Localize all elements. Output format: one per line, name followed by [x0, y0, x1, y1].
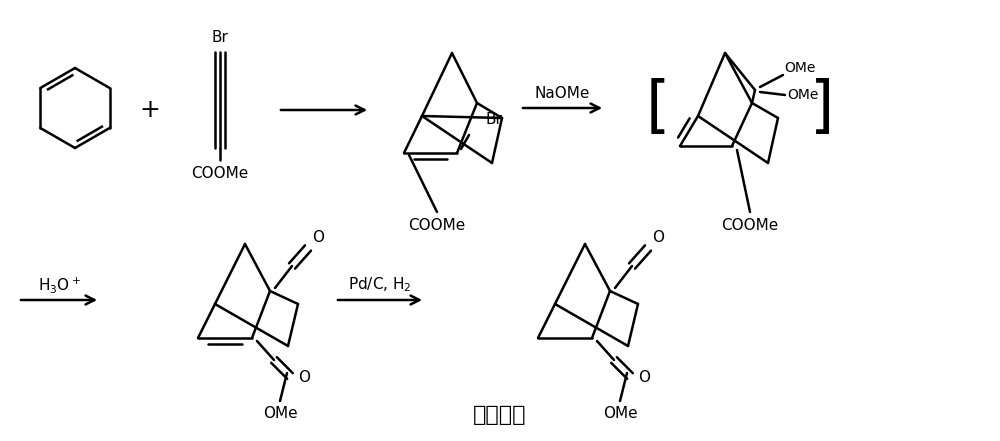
Text: Br: Br [212, 30, 228, 45]
Text: NaOMe: NaOMe [535, 86, 590, 101]
Text: H$_3$O$^+$: H$_3$O$^+$ [38, 275, 80, 295]
Text: [: [ [646, 78, 670, 138]
Text: COOMe: COOMe [408, 218, 466, 233]
Text: O: O [652, 231, 664, 246]
Text: COOMe: COOMe [721, 218, 779, 233]
Text: ]: ] [810, 78, 834, 138]
Text: +: + [140, 98, 160, 122]
Text: COOMe: COOMe [191, 167, 249, 182]
Text: OMe: OMe [784, 61, 816, 75]
Text: O: O [638, 370, 650, 385]
Text: OMe: OMe [263, 407, 297, 422]
Text: OMe: OMe [603, 407, 637, 422]
Text: O: O [312, 231, 324, 246]
Text: OMe: OMe [787, 88, 819, 102]
Text: Pd/C, H$_2$: Pd/C, H$_2$ [348, 276, 412, 294]
Text: 报导路线: 报导路线 [473, 405, 527, 425]
Text: Br: Br [486, 112, 502, 127]
Text: O: O [298, 370, 310, 385]
